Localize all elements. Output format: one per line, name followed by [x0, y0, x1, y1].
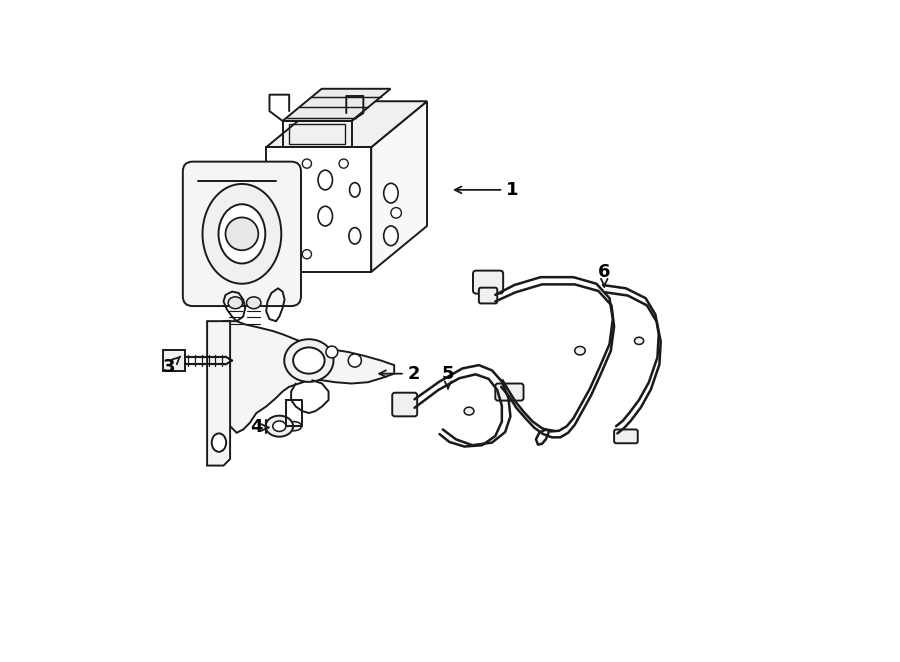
Ellipse shape: [202, 184, 282, 284]
Circle shape: [348, 354, 362, 367]
Circle shape: [339, 159, 348, 168]
Ellipse shape: [266, 416, 293, 437]
Ellipse shape: [318, 207, 332, 226]
Ellipse shape: [634, 337, 644, 344]
Polygon shape: [211, 321, 394, 433]
Circle shape: [302, 250, 311, 259]
Polygon shape: [266, 101, 427, 147]
FancyBboxPatch shape: [183, 162, 301, 306]
Ellipse shape: [383, 226, 398, 246]
Circle shape: [326, 346, 338, 358]
Text: 2: 2: [379, 365, 420, 383]
Circle shape: [391, 208, 401, 218]
Ellipse shape: [464, 407, 474, 415]
Polygon shape: [163, 350, 184, 371]
Ellipse shape: [219, 204, 266, 263]
Ellipse shape: [228, 297, 243, 308]
Ellipse shape: [284, 339, 334, 382]
Text: 1: 1: [454, 181, 518, 199]
Ellipse shape: [281, 204, 297, 228]
Ellipse shape: [575, 346, 585, 355]
Ellipse shape: [212, 434, 226, 451]
Text: 4: 4: [250, 418, 268, 436]
Polygon shape: [266, 147, 371, 272]
FancyBboxPatch shape: [495, 383, 524, 401]
FancyBboxPatch shape: [473, 271, 503, 293]
FancyBboxPatch shape: [479, 288, 498, 303]
Ellipse shape: [318, 170, 332, 190]
Circle shape: [226, 217, 258, 250]
Bar: [289, 124, 345, 144]
Ellipse shape: [349, 183, 360, 197]
Ellipse shape: [293, 348, 325, 373]
Ellipse shape: [349, 228, 361, 244]
FancyBboxPatch shape: [392, 393, 418, 416]
Text: 3: 3: [163, 357, 180, 376]
Polygon shape: [371, 101, 427, 272]
Ellipse shape: [281, 167, 297, 193]
Circle shape: [302, 159, 311, 168]
FancyBboxPatch shape: [614, 430, 638, 444]
Text: 5: 5: [442, 365, 454, 389]
Ellipse shape: [273, 421, 286, 432]
Ellipse shape: [383, 183, 398, 203]
Ellipse shape: [247, 297, 261, 308]
Text: 6: 6: [598, 263, 610, 287]
Ellipse shape: [286, 422, 302, 431]
Polygon shape: [207, 321, 230, 465]
Polygon shape: [283, 89, 391, 121]
